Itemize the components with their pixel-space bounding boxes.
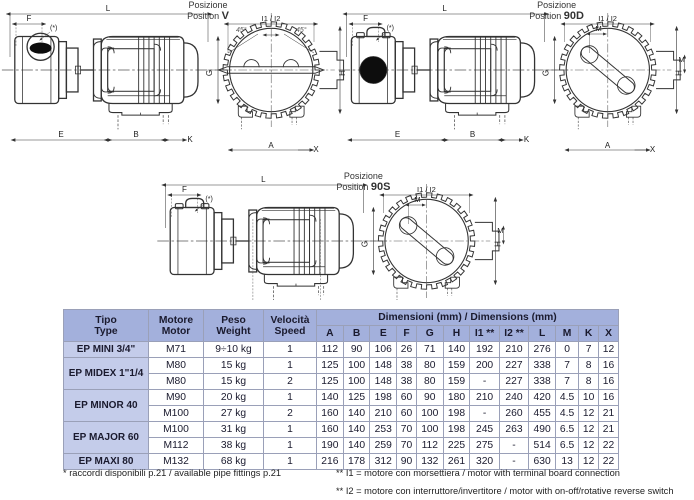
- svg-text:H: H: [675, 70, 684, 76]
- svg-text:(*): (*): [50, 25, 57, 32]
- svg-text:G: G: [360, 241, 369, 247]
- svg-text:I1 / I2: I1 / I2: [417, 185, 436, 194]
- svg-text:E: E: [58, 130, 63, 139]
- svg-text:Posizione: Posizione: [188, 0, 227, 10]
- svg-text:Posizione: Posizione: [344, 171, 383, 181]
- svg-text:H: H: [493, 241, 502, 247]
- svg-text:L: L: [261, 175, 266, 184]
- svg-text:L: L: [106, 4, 111, 13]
- svg-text:G: G: [542, 70, 551, 76]
- svg-text:45°: 45°: [296, 26, 307, 34]
- svg-text:K: K: [187, 135, 193, 144]
- svg-text:B: B: [470, 130, 475, 139]
- svg-text:M: M: [678, 55, 684, 64]
- svg-text:F: F: [363, 14, 368, 23]
- svg-text:H: H: [338, 70, 347, 76]
- svg-text:(*): (*): [387, 25, 394, 32]
- svg-text:M: M: [497, 226, 503, 235]
- svg-text:F: F: [182, 185, 187, 194]
- svg-text:(*): (*): [205, 196, 212, 203]
- svg-text:45°: 45°: [236, 26, 247, 34]
- svg-text:X: X: [313, 145, 319, 154]
- svg-text:E: E: [395, 130, 400, 139]
- svg-text:F: F: [27, 14, 32, 23]
- svg-text:M: M: [414, 195, 420, 204]
- svg-text:Position 90D: Position 90D: [529, 10, 584, 22]
- svg-text:G: G: [205, 70, 214, 76]
- svg-text:A: A: [605, 141, 611, 150]
- svg-text:I1 / I2: I1 / I2: [598, 14, 617, 23]
- svg-text:B: B: [133, 130, 138, 139]
- svg-text:Posizione: Posizione: [537, 0, 576, 10]
- svg-text:M: M: [595, 24, 601, 33]
- svg-text:Position V: Position V: [187, 10, 230, 22]
- svg-text:L: L: [442, 4, 447, 13]
- svg-text:I1 / I2: I1 / I2: [262, 14, 281, 23]
- svg-text:X: X: [650, 145, 656, 154]
- svg-text:A: A: [268, 141, 274, 150]
- svg-text:Position 90S: Position 90S: [336, 181, 390, 193]
- svg-text:K: K: [524, 135, 530, 144]
